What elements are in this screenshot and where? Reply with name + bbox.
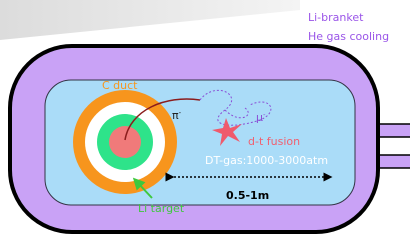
gas-label: DT-gas:1000-3000atm <box>205 154 328 167</box>
size-label: 0.5-1m <box>226 189 269 202</box>
duct-label: C duct <box>102 79 138 92</box>
legend-cooling: He gas cooling <box>308 30 389 43</box>
legend-blanket: Li-branket <box>308 11 364 24</box>
li-target <box>109 126 141 158</box>
shade <box>0 0 300 40</box>
diagram: Li-branket He gas cooling C duct π- μ- d… <box>0 0 410 242</box>
fusion-label: d-t fusion <box>248 135 300 148</box>
muon: μ <box>256 111 263 124</box>
target-label: Li target <box>138 202 185 215</box>
